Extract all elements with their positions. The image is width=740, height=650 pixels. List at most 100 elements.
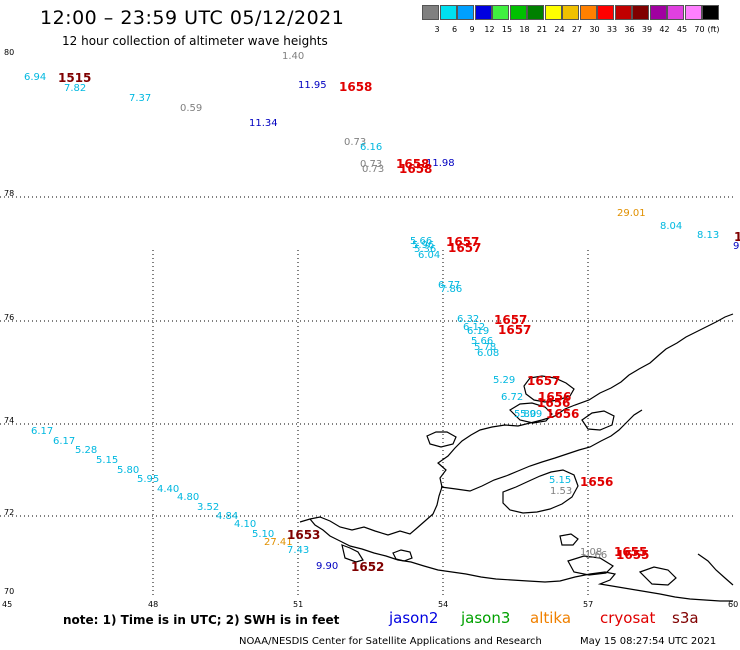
- swh-observation: 6.17: [31, 426, 54, 437]
- longitude-label: 60: [728, 600, 739, 609]
- graticule: [0, 196, 733, 598]
- swh-observation: 5.36: [414, 244, 437, 255]
- legend-swatch: [474, 5, 492, 20]
- legend-label: 27: [571, 25, 583, 34]
- legend-swatch: [649, 5, 667, 20]
- swh-observation: 5.66: [471, 336, 494, 347]
- satellite-label: jason2: [389, 609, 439, 627]
- swh-observation: 6.72: [501, 392, 524, 403]
- swh-observation: 6.94: [24, 72, 47, 83]
- swh-observation: 0.73: [362, 164, 385, 175]
- legend-unit: (ft): [707, 25, 720, 34]
- legend-swatch: [527, 5, 544, 20]
- swh-observation: 27.41: [264, 537, 293, 548]
- legend-swatch: [684, 5, 702, 20]
- swh-observation: 5.80: [514, 409, 537, 420]
- swh-observation: 3.52: [197, 502, 220, 513]
- satellite-label: cryosat: [600, 609, 656, 627]
- swh-observation: 4.40: [157, 484, 180, 495]
- satellite-label: s3a: [672, 609, 699, 627]
- swh-observation: 6.77: [438, 280, 461, 291]
- satellite-label: altika: [530, 609, 572, 627]
- coastline: [299, 313, 734, 602]
- swh-observation: 1.08: [580, 547, 603, 558]
- legend-swatch: [702, 5, 719, 20]
- legend-label: 33: [606, 25, 618, 34]
- longitude-label: 54: [438, 600, 449, 609]
- swh-observation: 11.98: [426, 158, 455, 169]
- pass-time-label: 1658: [396, 157, 430, 171]
- legend-label: 12: [484, 25, 495, 34]
- swh-observation: 0.73: [360, 159, 383, 170]
- pass-time-label: 1657: [494, 313, 528, 327]
- pass-time-label: 1656: [580, 475, 614, 489]
- pass-time-label: 1652: [351, 560, 385, 574]
- pass-time-label: 1515: [58, 71, 92, 85]
- swh-observation: 11.95: [298, 80, 327, 91]
- pass-time-label: 1657: [527, 374, 561, 388]
- swh-observation: 7.82: [64, 83, 87, 94]
- legend-label: 45: [676, 25, 688, 34]
- legend-label: 21: [536, 25, 548, 34]
- legend-label: 36: [624, 25, 635, 34]
- longitude-label: 48: [148, 600, 159, 609]
- pass-time-label: 1655: [614, 545, 648, 559]
- swh-observation: 5.99: [520, 409, 543, 420]
- swh-observation: 9.90: [316, 561, 339, 572]
- latitude-label: 80: [4, 48, 15, 57]
- swh-observation: 1.40: [282, 51, 305, 62]
- legend-swatch: [544, 5, 562, 20]
- swh-observation: 6.12: [463, 322, 486, 333]
- latitude-label: 76: [4, 313, 15, 322]
- swh-observation: 6.19: [467, 326, 490, 337]
- swh-observation: 6.16: [360, 142, 383, 153]
- pass-time-label: 1653: [287, 528, 321, 542]
- pass-time-label: 1656: [537, 396, 571, 410]
- legend-label: 39: [641, 25, 653, 34]
- swh-observation: 9: [733, 241, 740, 252]
- legend-label: 30: [589, 25, 600, 34]
- satellite-label: jason3: [461, 609, 511, 627]
- pass-time-label: 1658: [339, 80, 373, 94]
- swh-observation: 11.34: [249, 118, 278, 129]
- legend-label: 42: [659, 25, 670, 34]
- legend-swatch: [614, 5, 632, 20]
- legend-swatch: [632, 5, 649, 20]
- legend-label: 3: [434, 25, 440, 34]
- pass-time-label: 1656: [538, 390, 572, 404]
- legend-label: 70: [694, 25, 705, 34]
- swh-observation: 5.29: [493, 375, 516, 386]
- legend-swatch: [422, 5, 439, 20]
- swh-observation: 5.80: [117, 465, 140, 476]
- swh-observation: 5.15: [96, 455, 119, 466]
- swh-observation: 1.66: [585, 550, 608, 561]
- swh-observation: 0.59: [180, 103, 203, 114]
- pass-time-label: 1655: [616, 548, 650, 562]
- swh-observation: 6.32: [457, 314, 480, 325]
- swh-observation: 4.80: [177, 492, 200, 503]
- latitude-label: 78: [4, 189, 15, 198]
- latitude-label: 70: [4, 587, 15, 596]
- latitude-label: 74: [4, 416, 15, 425]
- legend-swatch: [579, 5, 597, 20]
- swh-observation: 5.66: [410, 236, 433, 247]
- legend-label: 15: [501, 25, 513, 34]
- swh-observation: 6.17: [53, 436, 76, 447]
- swh-observation: 4.84: [216, 511, 239, 522]
- timestamp-text: May 15 08:27:54 UTC 2021: [580, 636, 717, 647]
- swh-observation: 5.15: [549, 475, 572, 486]
- legend-swatch: [492, 5, 509, 20]
- map-subtitle: 12 hour collection of altimeter wave hei…: [62, 34, 328, 48]
- swh-observation: 29.01: [617, 208, 646, 219]
- legend-label: 9: [469, 25, 475, 34]
- pass-time-label: 1657: [446, 235, 480, 249]
- pass-time-label: 1657: [448, 241, 482, 255]
- longitude-label: 45: [2, 600, 13, 609]
- swh-observation: 5.78: [474, 342, 497, 353]
- legend-label: 24: [554, 25, 565, 34]
- credit-text: NOAA/NESDIS Center for Satellite Applica…: [239, 636, 542, 647]
- swh-observation: 1.53: [550, 486, 573, 497]
- legend-swatch: [667, 5, 684, 20]
- legend-swatch: [597, 5, 614, 20]
